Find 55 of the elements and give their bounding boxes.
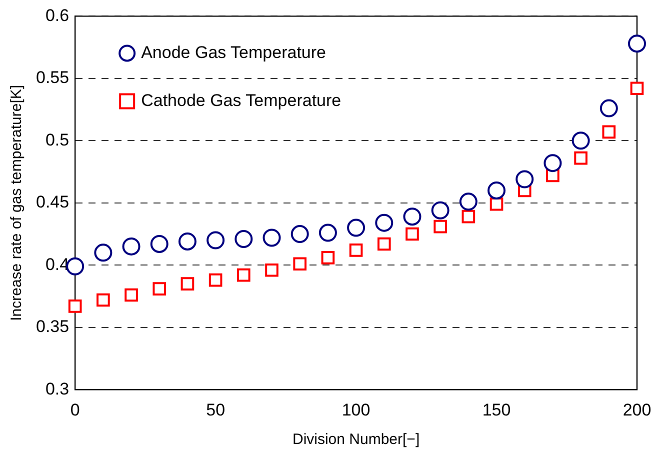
point — [602, 125, 616, 139]
y-tick-label: 0.45 — [36, 192, 70, 212]
point — [347, 218, 366, 237]
point — [630, 82, 644, 96]
point — [490, 197, 504, 211]
point — [293, 257, 307, 271]
x-tick-label: 0 — [70, 400, 80, 420]
point — [574, 151, 588, 165]
x-tick-label: 50 — [206, 400, 226, 420]
y-tick-label: 0.3 — [45, 379, 70, 398]
x-tick-label: 200 — [622, 400, 652, 420]
x-tick-label: 100 — [342, 400, 370, 420]
point — [349, 244, 363, 257]
point — [178, 232, 196, 250]
y-axis-title: Increase rate of gas temperature[K] — [8, 84, 26, 321]
point — [94, 244, 112, 262]
point — [208, 273, 222, 287]
y-tick-label: 0.6 — [45, 6, 70, 25]
x-axis-title: Division Number[−] — [292, 431, 420, 448]
point — [290, 225, 309, 244]
point — [237, 268, 250, 282]
point — [152, 282, 166, 296]
point — [122, 237, 140, 256]
point — [66, 257, 84, 276]
point — [321, 251, 335, 264]
point — [68, 300, 82, 313]
point — [459, 192, 478, 211]
point — [150, 234, 168, 253]
point — [96, 293, 110, 307]
point — [516, 170, 534, 188]
point — [403, 208, 422, 226]
point — [206, 231, 225, 250]
point — [265, 263, 278, 277]
legend-label: Cathode Gas Temperature — [141, 90, 342, 110]
point — [406, 227, 419, 241]
legend-label: Anode Gas Temperature — [141, 42, 326, 62]
point — [434, 220, 447, 234]
point — [318, 224, 337, 242]
point — [234, 230, 253, 248]
y-tick-label: 0.5 — [45, 130, 70, 150]
point — [572, 132, 590, 150]
point — [600, 99, 618, 118]
point — [462, 210, 476, 224]
y-tick-label: 0.35 — [36, 317, 70, 336]
x-tick-label: 150 — [482, 400, 511, 420]
point — [628, 34, 646, 53]
point — [431, 201, 450, 220]
point — [375, 214, 394, 232]
point — [262, 228, 281, 247]
point — [488, 181, 506, 200]
point — [377, 237, 391, 251]
point — [544, 154, 562, 172]
point — [124, 288, 138, 302]
point — [180, 277, 194, 290]
y-tick-label: 0.55 — [36, 68, 70, 88]
